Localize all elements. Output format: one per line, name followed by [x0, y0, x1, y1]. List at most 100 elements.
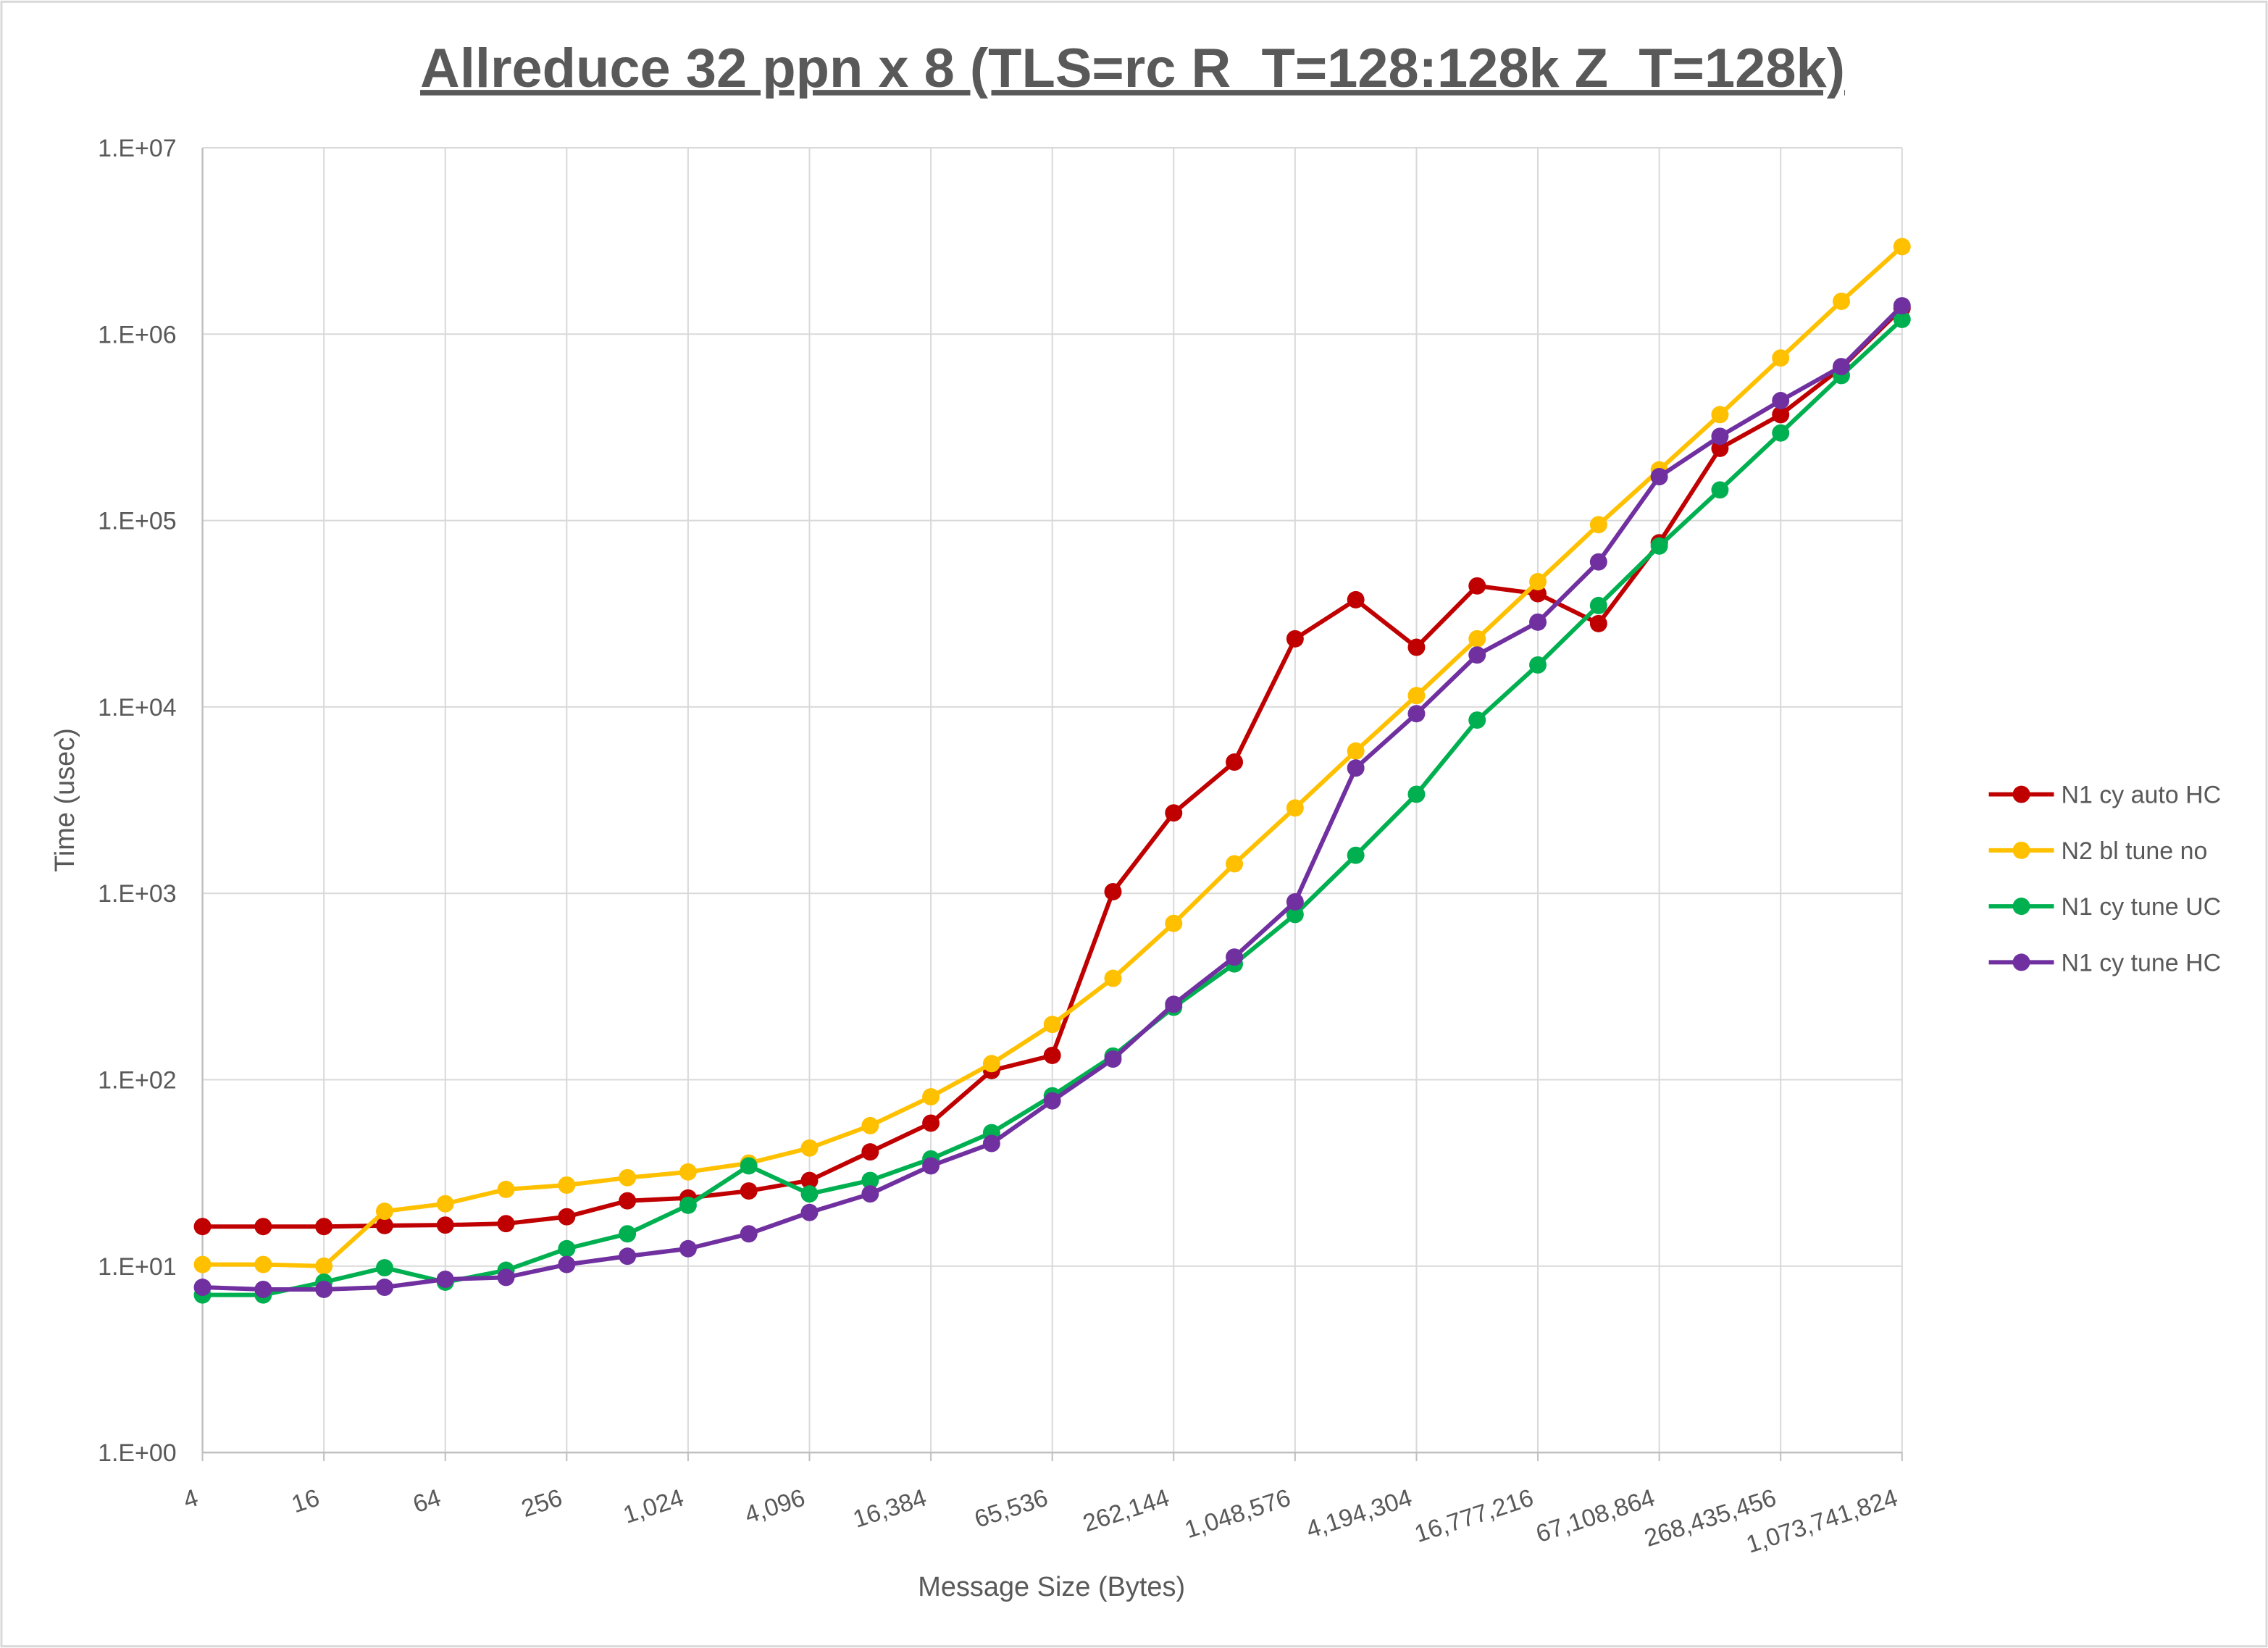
data-point: [922, 1088, 940, 1106]
legend-marker: [2012, 841, 2030, 859]
data-point: [1893, 238, 1911, 256]
data-point: [800, 1171, 819, 1189]
data-point: [1711, 427, 1729, 446]
data-point: [1407, 785, 1426, 803]
data-point: [800, 1139, 819, 1157]
x-axis-title: Message Size (Bytes): [918, 1572, 1185, 1602]
data-point: [1347, 742, 1365, 760]
data-point: [315, 1257, 333, 1275]
data-point: [740, 1157, 758, 1175]
data-point: [193, 1279, 212, 1296]
data-point: [619, 1247, 637, 1266]
legend-label: N2 bl tune no: [2061, 837, 2207, 865]
data-point: [497, 1215, 515, 1233]
data-point: [254, 1280, 272, 1298]
data-point: [315, 1218, 333, 1236]
data-point: [861, 1185, 879, 1203]
data-point: [375, 1279, 393, 1296]
data-point: [1589, 553, 1607, 571]
y-tick-label: 1.E+06: [98, 321, 177, 348]
data-point: [679, 1163, 697, 1181]
data-point: [1468, 629, 1486, 648]
data-point: [740, 1225, 758, 1243]
chart-title: Allreduce 32 ppn x 8 (TLS=rc R_T=128:128…: [420, 38, 1845, 99]
data-point: [1407, 638, 1426, 656]
data-point: [679, 1196, 697, 1214]
data-point: [1529, 585, 1547, 603]
data-point: [1407, 687, 1426, 705]
data-point: [982, 1055, 1000, 1073]
data-point: [1589, 614, 1607, 632]
data-point: [1711, 439, 1729, 457]
y-tick-label: 1.E+05: [98, 508, 177, 535]
data-point: [1104, 1050, 1122, 1068]
data-point: [436, 1270, 454, 1288]
data-point: [619, 1168, 637, 1187]
data-point: [1772, 349, 1790, 367]
data-point: [1104, 969, 1122, 987]
data-point: [497, 1268, 515, 1287]
data-point: [375, 1259, 393, 1277]
data-point: [558, 1255, 576, 1273]
data-point: [1529, 572, 1547, 590]
data-point: [800, 1185, 819, 1203]
data-point: [436, 1195, 454, 1213]
data-point: [558, 1208, 576, 1226]
data-point: [1347, 846, 1365, 864]
y-tick-label: 1.E+02: [98, 1066, 177, 1094]
y-tick-label: 1.E+01: [98, 1253, 177, 1281]
data-point: [1347, 590, 1365, 608]
data-point: [436, 1216, 454, 1234]
data-point: [679, 1239, 697, 1258]
data-point: [1286, 629, 1304, 648]
data-point: [1772, 406, 1790, 424]
data-point: [1104, 883, 1122, 900]
data-point: [1226, 948, 1244, 966]
legend-label: N1 cy tune UC: [2061, 893, 2221, 921]
data-point: [922, 1157, 940, 1175]
y-tick-label: 1.E+00: [98, 1439, 177, 1467]
data-point: [1407, 705, 1426, 723]
data-point: [1772, 392, 1790, 410]
y-tick-label: 1.E+03: [98, 880, 177, 908]
data-point: [1772, 424, 1790, 442]
data-point: [1468, 646, 1486, 664]
data-point: [1589, 596, 1607, 614]
data-point: [800, 1203, 819, 1221]
data-point: [1711, 406, 1729, 424]
y-axis-title: Time (usec): [50, 728, 80, 872]
data-point: [982, 1134, 1000, 1153]
data-point: [861, 1171, 879, 1189]
data-point: [558, 1176, 576, 1194]
data-point: [1043, 1016, 1061, 1034]
data-point: [1165, 995, 1183, 1013]
data-point: [1043, 1046, 1061, 1064]
data-point: [861, 1116, 879, 1134]
data-point: [619, 1192, 637, 1210]
legend-marker: [2012, 953, 2030, 971]
data-point: [1468, 711, 1486, 729]
data-point: [375, 1216, 393, 1234]
data-point: [193, 1218, 212, 1236]
data-point: [1286, 905, 1304, 924]
data-point: [558, 1239, 576, 1258]
legend-label: N1 cy auto HC: [2061, 782, 2221, 809]
legend-marker: [2012, 785, 2030, 803]
data-point: [1650, 537, 1668, 555]
data-point: [254, 1218, 272, 1236]
data-point: [254, 1255, 272, 1273]
data-point: [1226, 753, 1244, 771]
legend-marker: [2012, 898, 2030, 916]
data-point: [375, 1202, 393, 1221]
data-point: [1226, 855, 1244, 873]
data-point: [1165, 804, 1183, 822]
data-point: [1529, 656, 1547, 674]
data-point: [1468, 577, 1486, 595]
data-point: [1711, 481, 1729, 499]
data-point: [1286, 892, 1304, 911]
data-point: [1529, 613, 1547, 631]
data-point: [1833, 358, 1850, 376]
data-point: [1165, 914, 1183, 932]
